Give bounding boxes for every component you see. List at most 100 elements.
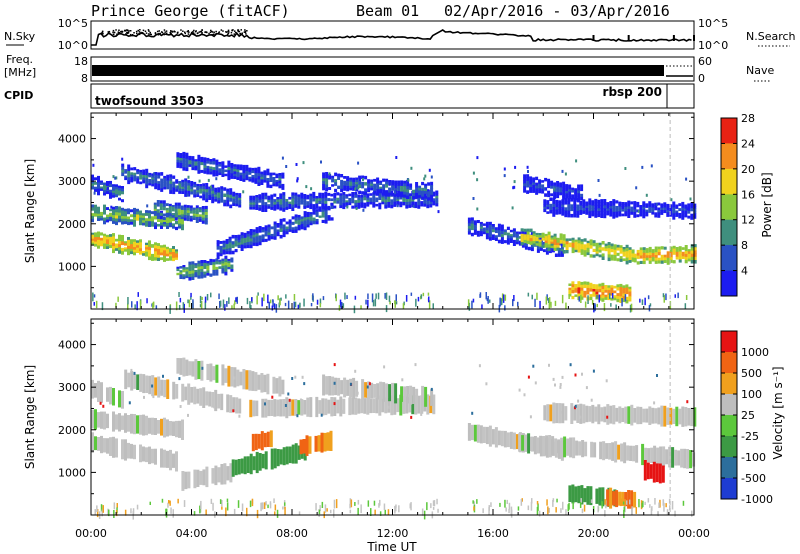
echo-cell: [406, 189, 410, 193]
echo-cell: [309, 198, 313, 202]
echo-cell: [103, 192, 106, 196]
echo-cell: [151, 173, 155, 176]
echo-cell: [266, 431, 270, 447]
echo-cell: [267, 232, 271, 236]
echo-cell: [367, 381, 371, 400]
echo-cell: [202, 197, 206, 201]
echo-cell: [178, 191, 182, 194]
echo-cell: [185, 267, 189, 270]
echo-cell: [561, 199, 565, 203]
echo-cell: [188, 162, 192, 165]
echo-cell: [625, 290, 629, 295]
echo-cell: [142, 253, 145, 256]
echo-cell: [520, 239, 524, 243]
echo-cell: [133, 220, 136, 224]
echo-speck: [481, 304, 483, 310]
echo-cell: [571, 247, 575, 251]
echo-cell: [509, 431, 513, 449]
echo-speck: [106, 186, 109, 190]
echo-cell: [197, 154, 201, 159]
echo-cell: [303, 196, 307, 200]
echo-speck: [354, 187, 357, 191]
echo-speck: [488, 507, 490, 515]
echo-cell: [178, 225, 181, 229]
echo-cell: [675, 212, 679, 215]
echo-cell: [318, 215, 322, 218]
echo-cell: [660, 203, 664, 206]
colorbar-segment: [721, 478, 737, 500]
echo-cell: [476, 230, 480, 234]
echo-cell: [236, 172, 240, 175]
echo-cell: [547, 238, 551, 242]
noise-search-dot: [227, 33, 229, 36]
echo-cell: [267, 199, 271, 203]
echo-cell: [142, 180, 146, 184]
freq-left-tick-top: 18: [74, 55, 88, 68]
echo-cell: [194, 163, 198, 167]
echo-cell: [577, 184, 581, 188]
echo-cell: [318, 192, 322, 196]
echo-speck: [273, 498, 275, 503]
echo-cell: [297, 445, 301, 460]
echo-cell: [657, 257, 661, 261]
echo-cell: [109, 239, 112, 243]
echo-cell: [228, 236, 232, 240]
echo-cell: [159, 212, 163, 217]
noise-search-dot: [128, 30, 130, 32]
echo-speck: [405, 391, 407, 395]
echo-cell: [500, 224, 504, 229]
echo-cell: [228, 248, 232, 252]
echo-cell: [191, 156, 195, 159]
echo-speck: [328, 172, 331, 176]
echo-speck: [115, 302, 117, 308]
echo-cell: [133, 252, 136, 256]
echo-cell: [267, 197, 271, 201]
echo-cell: [506, 238, 510, 242]
echo-cell: [580, 485, 584, 505]
echo-cell: [160, 245, 163, 248]
echo-cell: [139, 176, 143, 180]
echo-cell: [285, 221, 289, 225]
echo-cell: [678, 256, 682, 260]
echo-cell: [687, 408, 691, 426]
echo-cell: [211, 196, 215, 201]
echo-cell: [200, 263, 204, 267]
echo-cell: [642, 249, 646, 254]
echo-cell: [302, 439, 306, 454]
echo-cell: [336, 192, 340, 196]
echo-cell: [336, 200, 340, 204]
echo-speck: [374, 509, 376, 516]
echo-speck: [410, 502, 412, 511]
echo-cell: [160, 219, 163, 223]
echo-cell: [619, 250, 623, 254]
echo-cell: [423, 201, 427, 205]
echo-cell: [322, 181, 326, 185]
echo-cell: [599, 441, 603, 460]
echo-cell: [160, 448, 163, 468]
echo-cell: [91, 186, 94, 190]
noise-spike: [627, 35, 630, 41]
echo-cell: [435, 200, 439, 204]
echo-cell: [303, 214, 307, 218]
echo-cell: [127, 248, 130, 253]
echo-cell: [142, 446, 145, 462]
echo-cell: [270, 194, 274, 198]
echo-speck: [294, 375, 297, 379]
echo-cell: [547, 181, 551, 186]
echo-cell: [520, 242, 524, 246]
echo-cell: [351, 397, 355, 415]
echo-cell: [349, 187, 353, 191]
echo-cell: [391, 185, 395, 189]
echo-cell: [252, 197, 256, 201]
echo-cell: [160, 172, 164, 176]
echo-cell: [424, 183, 428, 187]
echo-speck: [199, 295, 202, 304]
echo-cell: [394, 188, 398, 191]
echo-cell: [506, 241, 510, 245]
echo-cell: [201, 211, 205, 216]
echo-cell: [196, 190, 200, 193]
echo-cell: [573, 210, 577, 215]
echo-cell: [291, 198, 295, 202]
echo-speck: [436, 498, 438, 505]
echo-cell: [300, 221, 304, 225]
